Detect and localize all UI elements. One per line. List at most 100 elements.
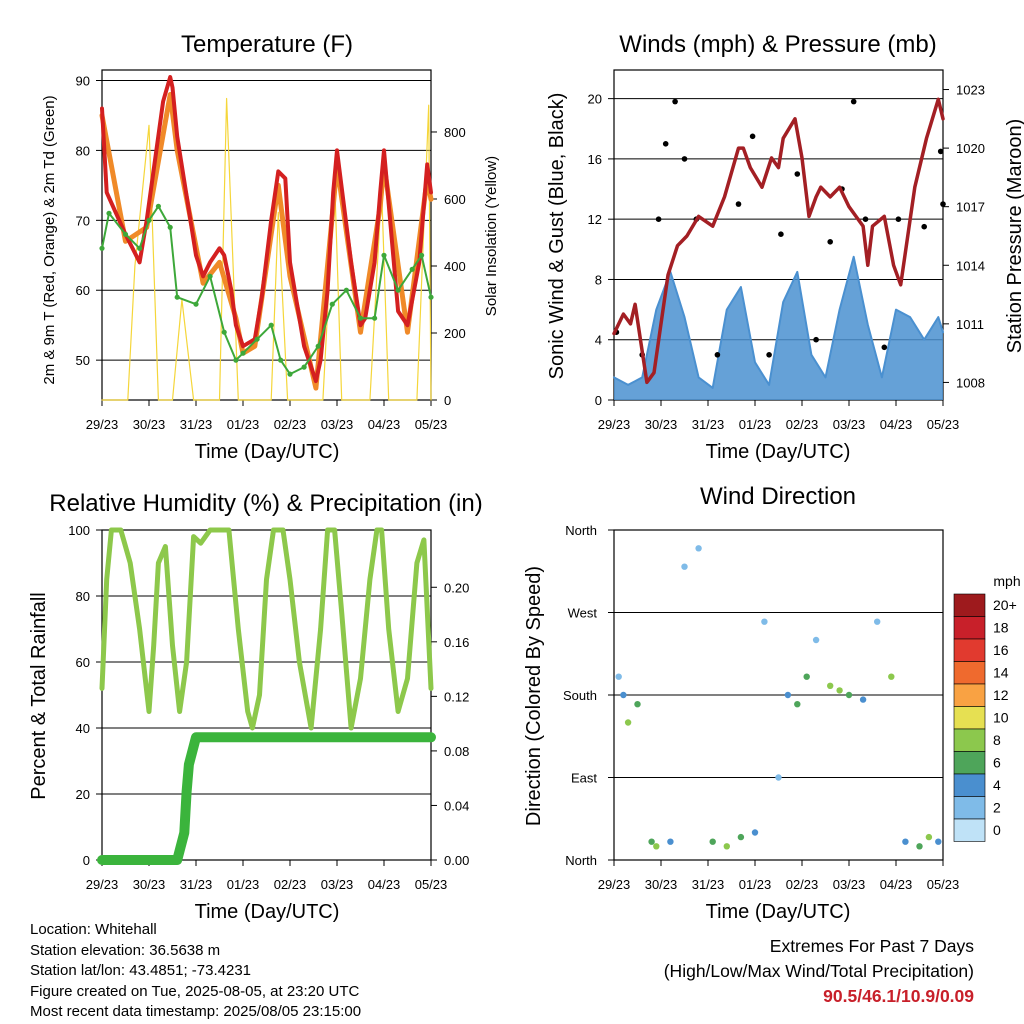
direction-point <box>761 618 768 625</box>
humidity-xlabel: Time (Day/UTC) <box>195 901 340 923</box>
direction-point <box>888 673 895 680</box>
y-right-tick-label: 800 <box>444 125 466 140</box>
x-tick-label: 02/23 <box>786 417 819 432</box>
x-tick-label: 03/23 <box>321 877 354 892</box>
x-tick-label: 05/23 <box>415 877 448 892</box>
y-right-tick-label: 0 <box>444 393 451 408</box>
temperature-title: Temperature (F) <box>181 31 353 58</box>
y-right-tick-label: 0.00 <box>444 853 469 868</box>
direction-point <box>624 719 632 726</box>
legend-swatch <box>953 616 986 640</box>
plot-frame <box>101 529 432 861</box>
x-tick-label: 31/23 <box>180 877 213 892</box>
wind-gust-point <box>662 141 669 147</box>
x-tick-label: 03/23 <box>321 417 354 432</box>
y-right-tick-label: 0.08 <box>444 744 469 759</box>
x-tick-label: 01/23 <box>227 877 260 892</box>
legend-label: 2 <box>993 800 1001 816</box>
y-tick-label: 80 <box>76 143 90 158</box>
x-tick-label: 29/23 <box>86 877 119 892</box>
direction-point <box>615 673 622 680</box>
extremes-values: 90.5/46.1/10.9/0.09 <box>823 986 974 1006</box>
direction-point <box>709 838 716 845</box>
direction-point <box>812 636 820 644</box>
y-right-tick-label: 600 <box>444 192 466 207</box>
y-tick-label: 12 <box>588 212 602 227</box>
direction-point <box>803 673 810 680</box>
winds-title: Winds (mph) & Pressure (mb) <box>619 31 936 58</box>
x-tick-label: 31/23 <box>692 417 725 432</box>
direction-point <box>695 545 702 552</box>
direction-point <box>723 843 730 850</box>
y-tick-label: 90 <box>76 73 90 88</box>
y-tick-label: 8 <box>595 272 602 287</box>
legend-label: 16 <box>993 642 1009 658</box>
humidity-panel: Relative Humidity (%) & Precipitation (i… <box>28 490 483 923</box>
direction-point <box>859 696 867 703</box>
legend-swatch <box>953 818 986 842</box>
y-tick-label: 100 <box>68 523 90 538</box>
legend-label: 14 <box>993 665 1009 681</box>
winds-panel: Winds (mph) & Pressure (mb) Time (Day/UT… <box>546 31 1024 463</box>
y-tick-label: 50 <box>76 353 90 368</box>
wind-gust-point <box>940 201 946 207</box>
y-tick-label: 70 <box>76 213 90 228</box>
wind-gust-point <box>681 156 688 162</box>
legend-swatch <box>953 683 986 707</box>
humidity-ylabel-left: Percent & Total Rainfall <box>28 592 50 800</box>
station-location: Location: Whitehall <box>30 921 157 938</box>
y-right-tick-label: 1020 <box>956 141 985 156</box>
dewpoint-line <box>101 205 432 376</box>
humidity-title: Relative Humidity (%) & Precipitation (i… <box>49 490 482 517</box>
legend-swatch <box>953 751 986 775</box>
x-tick-label: 03/23 <box>833 417 866 432</box>
y-right-tick-label: 0.16 <box>444 635 469 650</box>
y-tick-label: 80 <box>76 589 90 604</box>
wind-gust-point <box>735 201 742 207</box>
y-tick-label: 20 <box>588 92 602 107</box>
legend-label: 18 <box>993 620 1009 636</box>
wind-gust-point <box>749 133 756 140</box>
legend-title: mph <box>993 573 1020 589</box>
speed-legend: mph 20+ 18 16 14 12 10 8 6 4 2 0 <box>953 573 1021 842</box>
direction-point <box>874 618 881 625</box>
x-tick-label: 30/23 <box>645 417 678 432</box>
legend-swatch <box>953 728 986 752</box>
y-tick-label: 60 <box>76 283 90 298</box>
y-right-tick-label: 1014 <box>956 258 985 273</box>
winds-ylabel-right: Station Pressure (Maroon) <box>1004 119 1024 354</box>
direction-title: Wind Direction <box>700 483 856 510</box>
y-tick-label: 20 <box>76 787 90 802</box>
figure-created: Figure created on Tue, 2025-08-05, at 23… <box>30 982 360 1000</box>
station-info: Location: Whitehall Station elevation: 3… <box>30 920 361 1023</box>
x-tick-label: 02/23 <box>274 417 307 432</box>
total-precipitation-line <box>97 732 436 865</box>
x-tick-label: 29/23 <box>86 417 119 432</box>
direction-point <box>845 691 853 699</box>
wind-gust-point <box>714 352 721 358</box>
extremes-box: Extremes For Past 7 Days (High/Low/Max W… <box>664 934 974 1009</box>
station-latlon: Station lat/lon: 43.4851; -73.4231 <box>30 962 252 979</box>
y-right-tick-label: 0.04 <box>444 798 469 813</box>
y-right-tick-label: 1023 <box>956 83 985 98</box>
y-tick-label: 4 <box>595 333 602 348</box>
legend-label: 8 <box>993 732 1001 748</box>
wind-gust-point <box>881 344 888 351</box>
wind-gust-point <box>827 239 833 245</box>
station-pressure-line <box>612 97 945 385</box>
x-tick-label: 29/23 <box>598 417 631 432</box>
y-right-tick-label: 400 <box>444 259 466 274</box>
temperature-panel: Temperature (F) Time (Day/UTC) 2m & 9m T… <box>41 31 500 463</box>
legend-label: 12 <box>993 687 1009 703</box>
y-tick-label: East <box>571 771 597 786</box>
direction-point <box>916 843 923 850</box>
wind-gust-point <box>672 98 678 105</box>
direction-point <box>653 843 660 850</box>
direction-point <box>902 838 909 845</box>
y-tick-label: 60 <box>76 655 90 670</box>
legend-swatch <box>953 661 986 685</box>
x-tick-label: 02/23 <box>274 877 307 892</box>
wind-gust-point <box>655 216 662 222</box>
legend-label: 6 <box>993 755 1001 771</box>
